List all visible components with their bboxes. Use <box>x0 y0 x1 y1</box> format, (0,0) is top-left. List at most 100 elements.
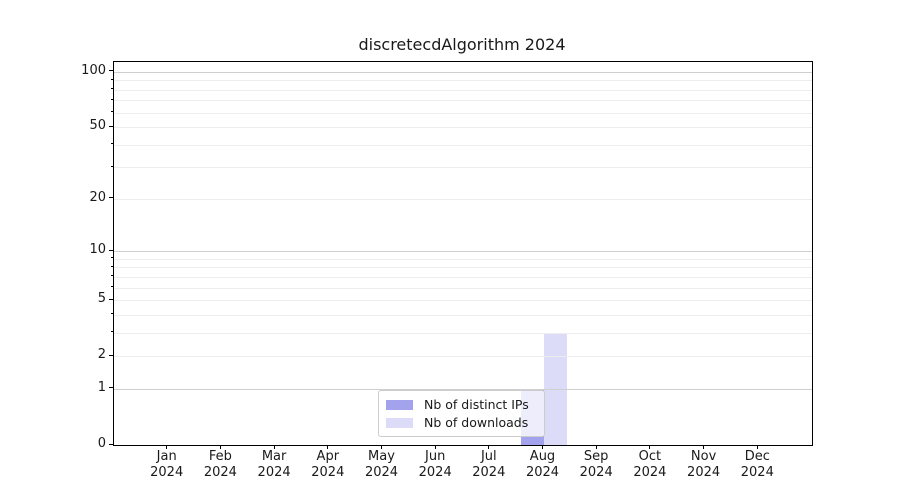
x-tick-label-oct: Oct 2024 <box>618 449 682 481</box>
y-tick-label: 2 <box>97 347 106 363</box>
x-tick-label-dec: Dec 2024 <box>725 449 789 481</box>
x-tick-year: 2024 <box>150 465 184 480</box>
x-tick-label-may: May 2024 <box>350 449 414 481</box>
x-tick-label-apr: Apr 2024 <box>296 449 360 481</box>
x-tick-mark <box>542 445 543 449</box>
x-tick-label-mar: Mar 2024 <box>242 449 306 481</box>
y-tick-label: 0 <box>97 436 106 451</box>
y-tick-label: 1 <box>97 379 106 395</box>
y-tick-mark <box>109 249 113 251</box>
y-tick-mark-minor <box>111 143 113 145</box>
x-tick-mark <box>273 445 275 449</box>
gridline-minor <box>114 267 812 269</box>
gridline-minor <box>114 144 812 146</box>
y-tick-mark <box>109 387 113 389</box>
y-tick-mark <box>109 125 113 127</box>
gridline-major <box>114 251 812 252</box>
gridline-minor <box>114 167 812 169</box>
gridline-minor <box>114 356 812 358</box>
x-tick-year: 2024 <box>740 465 774 480</box>
y-tick-mark <box>109 197 113 199</box>
legend-swatch-downloads-icon <box>386 417 413 428</box>
x-tick-label-jul: Jul 2024 <box>457 449 521 481</box>
legend: Nb of distinct IPs Nb of downloads <box>378 390 545 437</box>
x-tick-label-aug: Aug 2024 <box>511 449 575 481</box>
x-tick-mark <box>166 445 168 449</box>
x-tick-year: 2024 <box>687 465 721 480</box>
chart-title: discretecdAlgorithm 2024 <box>358 35 566 54</box>
gridline-major <box>114 388 812 390</box>
gridline-minor <box>114 276 812 278</box>
gridline-minor <box>114 300 812 302</box>
y-tick-mark <box>109 70 113 72</box>
x-tick-mark <box>649 445 651 449</box>
x-tick-month: Nov <box>690 449 717 464</box>
x-tick-label-jan: Jan 2024 <box>135 449 199 481</box>
x-tick-label-jun: Jun 2024 <box>403 449 467 481</box>
x-tick-mark <box>327 445 329 449</box>
x-tick-mark <box>219 445 221 449</box>
y-tick-mark-minor <box>111 286 113 288</box>
x-tick-month: Jun <box>425 449 446 464</box>
x-tick-label-nov: Nov 2024 <box>672 449 736 481</box>
x-tick-mark <box>488 445 490 449</box>
gridline-minor <box>114 80 812 82</box>
x-tick-mark <box>595 445 597 449</box>
legend-item-distinct-ips: Nb of distinct IPs <box>386 397 537 412</box>
y-tick-mark-minor <box>111 275 113 277</box>
gridline-minor <box>114 332 812 334</box>
y-tick-mark-minor <box>111 111 113 112</box>
x-tick-mark <box>703 445 705 449</box>
gridline-minor <box>114 314 812 316</box>
legend-item-downloads: Nb of downloads <box>386 415 537 430</box>
x-tick-year: 2024 <box>633 465 667 480</box>
x-tick-month: Jan <box>156 449 177 464</box>
gridline-minor <box>114 127 812 128</box>
gridline-minor <box>114 89 812 91</box>
x-tick-year: 2024 <box>579 465 613 480</box>
y-tick-mark <box>109 298 113 300</box>
y-tick-mark-minor <box>111 88 113 89</box>
y-tick-label: 100 <box>81 62 106 78</box>
x-tick-year: 2024 <box>418 465 452 480</box>
x-tick-year: 2024 <box>472 465 506 480</box>
gridline-minor <box>114 198 812 200</box>
gridline-minor <box>114 287 812 289</box>
y-tick-mark-minor <box>111 313 113 315</box>
x-tick-year: 2024 <box>525 465 560 480</box>
x-tick-month: Sep <box>583 449 609 464</box>
x-tick-month: Aug <box>529 449 556 464</box>
x-tick-label-sep: Sep 2024 <box>564 449 628 481</box>
y-tick-mark-minor <box>111 257 113 259</box>
y-tick-label: 5 <box>97 291 106 307</box>
gridline-minor <box>114 112 812 114</box>
x-tick-mark <box>381 445 382 449</box>
legend-label-distinct-ips: Nb of distinct IPs <box>424 397 529 412</box>
y-tick-label: 10 <box>89 242 106 257</box>
x-tick-month: Jul <box>480 449 497 464</box>
x-tick-mark <box>756 445 758 449</box>
y-tick-mark <box>109 443 113 445</box>
plot-area <box>113 61 813 446</box>
x-tick-month: Feb <box>208 449 232 464</box>
x-tick-label-feb: Feb 2024 <box>188 449 252 481</box>
x-tick-month: Mar <box>261 449 287 464</box>
y-tick-label: 20 <box>89 189 106 205</box>
y-tick-mark-minor <box>111 78 113 80</box>
y-tick-mark <box>109 354 113 356</box>
x-tick-year: 2024 <box>257 465 291 480</box>
x-tick-mark <box>434 445 436 449</box>
x-tick-month: Oct <box>638 449 662 464</box>
y-tick-mark-minor <box>111 265 113 267</box>
y-tick-mark-minor <box>111 165 113 167</box>
x-tick-year: 2024 <box>364 465 399 480</box>
gridline-minor <box>114 258 812 260</box>
gridline-minor <box>114 100 812 102</box>
x-tick-month: Dec <box>744 449 770 464</box>
x-tick-year: 2024 <box>203 465 237 480</box>
legend-label-downloads: Nb of downloads <box>424 415 529 430</box>
legend-swatch-distinct-ips-icon <box>386 399 413 410</box>
gridline-major <box>114 71 812 73</box>
y-tick-mark-minor <box>111 98 113 100</box>
